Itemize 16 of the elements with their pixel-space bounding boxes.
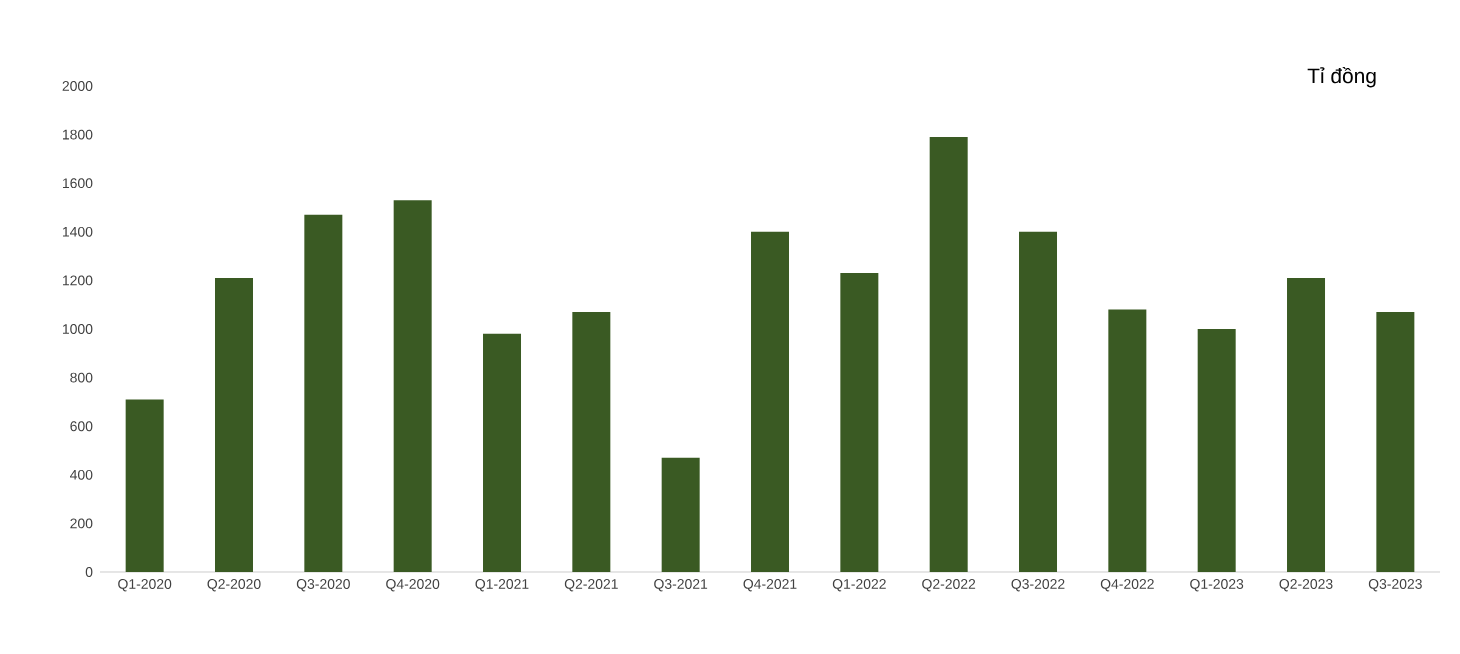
bar (929, 137, 968, 572)
bar (393, 200, 432, 572)
bar (1287, 277, 1326, 572)
bar (125, 399, 164, 572)
bar (1108, 309, 1147, 572)
bar (1197, 329, 1236, 572)
bar (1019, 231, 1058, 572)
bar (751, 231, 790, 572)
bar (661, 457, 700, 572)
bar (215, 277, 253, 572)
annotation: Tỉ đồng (1307, 67, 1376, 88)
bar (1376, 311, 1415, 572)
bar (483, 333, 522, 572)
bar (572, 311, 611, 572)
bar (304, 214, 343, 572)
bar (840, 273, 879, 572)
